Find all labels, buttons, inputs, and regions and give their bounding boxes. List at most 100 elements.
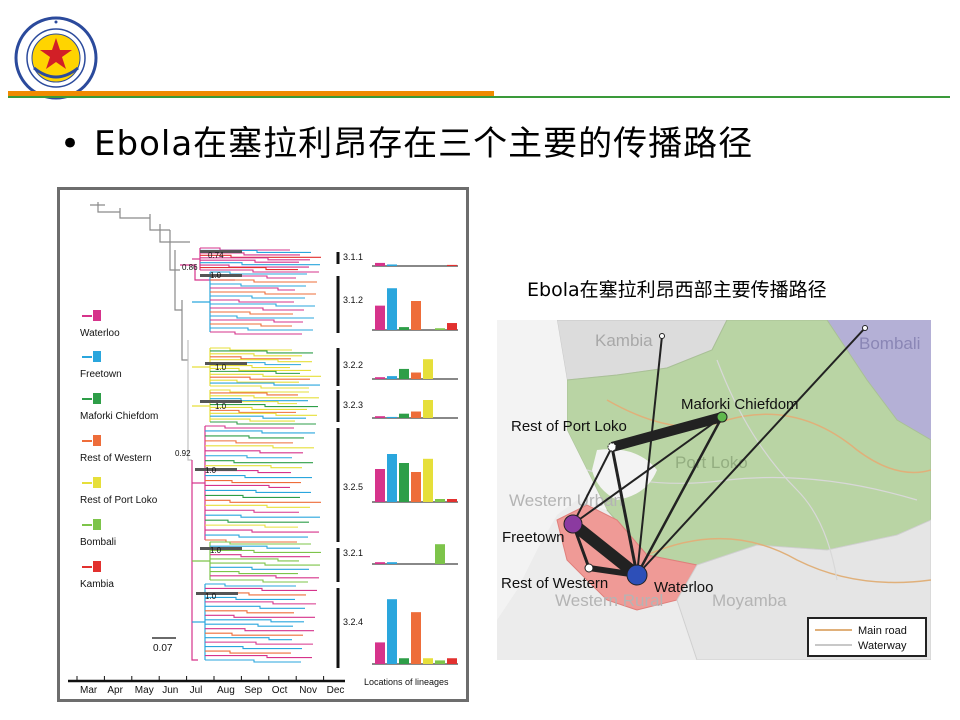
lineage-label-3.1.1: 3.1.1 [343, 252, 363, 262]
lineage-bar-3.2.5-5 [435, 499, 445, 502]
month-label-dec: Dec [327, 685, 345, 696]
tree-tip-6-13 [205, 641, 313, 645]
tree-tip-2-9 [210, 373, 321, 377]
tree-tip-3-9 [210, 415, 306, 419]
month-label-aug: Aug [217, 685, 235, 696]
lineage-bar-3.2.1-0 [375, 562, 385, 564]
lineage-bar-3.2.4-3 [411, 612, 421, 664]
tree-tip-0-0 [200, 247, 290, 251]
lineage-bar-3.2.5-0 [375, 469, 385, 502]
month-label-mar: Mar [80, 685, 98, 696]
legend-label-0: Waterloo [80, 328, 120, 339]
tree-tip-1-10 [210, 311, 293, 315]
tree-tip-3-6 [210, 406, 307, 411]
node-bar-6 [195, 468, 237, 471]
tree-tip-1-14 [210, 327, 313, 331]
tree-tip-2-4 [210, 359, 312, 363]
node-label-maforki-chiefdom: Maforki Chiefdom [681, 396, 799, 413]
tree-tip-5-4 [210, 558, 299, 562]
legend-label-6: Kambia [80, 579, 114, 590]
support-value-6: 1.0 [205, 466, 217, 475]
lineage-bar-3.2.3-0 [375, 416, 385, 418]
sea [497, 320, 607, 620]
tree-tip-4-5 [205, 450, 303, 454]
tree-tip-6-12 [205, 637, 292, 641]
header-rule-orange [8, 91, 494, 96]
tree-tip-4-20 [205, 524, 298, 528]
backbone-branch-0 [90, 202, 190, 243]
slide-title-text: Ebola在塞拉利昂存在三个主要的传播路径 [94, 124, 754, 164]
lineage-bar-3.1.2-0 [375, 305, 385, 330]
lineage-bar-3.1.2-5 [435, 328, 445, 330]
tree-tip-4-2 [205, 435, 304, 439]
tree-tip-3-3 [210, 398, 308, 402]
tree-tip-6-4 [205, 601, 316, 605]
support-value-3: 1.0 [215, 363, 227, 372]
lineage-bar-3.2.4-4 [423, 658, 433, 664]
tree-tip-1-11 [210, 315, 314, 319]
tree-tip-3-2 [210, 395, 319, 399]
node-rest-of-western [584, 563, 594, 573]
tree-tip-1-3 [210, 283, 306, 287]
tree-tip-4-6 [205, 455, 292, 459]
support-value-2: 1.0 [210, 271, 222, 280]
lineage-label-3.2.1: 3.2.1 [343, 548, 363, 558]
tree-tip-1-15 [210, 331, 302, 335]
lineage-bar-3.2.5-2 [399, 463, 409, 502]
tree-tip-4-18 [205, 514, 320, 518]
month-label-may: May [135, 685, 154, 696]
node-waterloo [626, 564, 648, 586]
month-label-jun: Jun [162, 685, 178, 696]
region-label-port-loko: Port Loko [675, 453, 748, 472]
tree-tip-4-19 [205, 519, 309, 523]
tree-tip-4-1 [205, 430, 315, 434]
tree-tip-0-8 [200, 267, 298, 271]
legend-swatch-6 [93, 561, 101, 572]
tree-tip-2-2 [210, 353, 302, 357]
node-bar-4 [200, 400, 242, 403]
lineage-bar-3.2.2-0 [375, 377, 385, 379]
tree-tip-4-21 [205, 529, 319, 533]
tree-tip-6-7 [205, 614, 315, 618]
tree-tip-6-16 [205, 654, 312, 659]
region-label-kambia: Kambia [595, 331, 653, 350]
time-axis: Mar Apr May Jun Jul Aug Sep Oct Nov Dec [68, 676, 345, 696]
legend-main-road-label: Main road [858, 625, 907, 637]
node-label-waterloo: Waterloo [654, 579, 713, 596]
header-rule-green [494, 96, 950, 98]
academy-seal-logo [14, 16, 98, 100]
tree-tip-2-12 [210, 382, 320, 386]
tree-tip-6-5 [205, 605, 305, 609]
node-kambia [659, 333, 665, 339]
tree-tip-5-3 [210, 554, 310, 558]
edge-kambia-waterloo [636, 335, 663, 576]
tree-tip-3-0 [210, 389, 309, 393]
tree-tip-3-11 [210, 421, 316, 425]
legend-swatch-2 [93, 393, 101, 404]
node-bar-8 [196, 592, 238, 595]
lineage-bar-3.2.2-3 [411, 372, 421, 379]
tree-tip-1-6 [210, 295, 305, 299]
tree-tip-6-1 [205, 587, 317, 592]
tree-tip-5-1 [210, 545, 300, 549]
edge-bombali-waterloo [636, 327, 866, 576]
tree-tip-4-13 [205, 489, 311, 493]
node-label-rest-of-port-loko: Rest of Port Loko [511, 418, 627, 435]
edge-maforki-freetown [572, 416, 723, 525]
transmission-map: Kambia Bombali Port Loko Western Urban W… [497, 319, 932, 661]
tree-tip-4-3 [205, 440, 293, 444]
header-rule-green-left [8, 96, 494, 98]
tree-tip-0-3 [200, 254, 321, 258]
legend-waterway-label: Waterway [858, 640, 907, 652]
edge-portloko-waterloo [610, 446, 639, 576]
tree-tip-0-4 [200, 257, 310, 261]
lineage-bar-charts: 3.1.1 3.1.2 3.2.2 3.2.3 3.2.5 3.2.1 3.2.4 Locat… [336, 252, 458, 687]
legend-swatch-1 [93, 351, 101, 362]
bullet-point: • [60, 124, 82, 164]
tree-tip-4-22 [205, 534, 308, 538]
tree-support-values: 0.74 0.86 1.0 1.0 1.0 0.92 1.0 1.0 1.0 0.07 [152, 250, 247, 654]
support-value-1: 0.86 [182, 263, 198, 272]
tree-tip-1-13 [210, 323, 292, 327]
region-label-western-rural: Western Rural [555, 591, 663, 610]
tree-tip-6-11 [205, 632, 303, 636]
